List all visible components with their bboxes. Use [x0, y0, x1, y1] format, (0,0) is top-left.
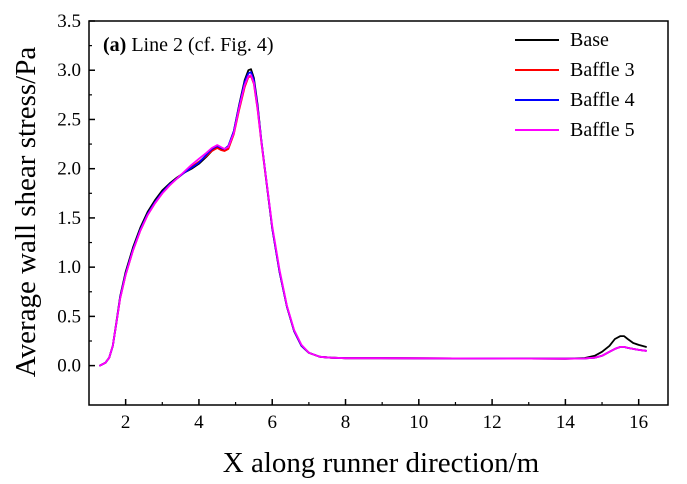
x-tick-label: 12	[483, 412, 502, 433]
x-tick-label: 2	[121, 412, 131, 433]
series-line-baffle-5	[99, 74, 647, 367]
y-tick-label: 3.0	[57, 60, 81, 81]
x-tick-label: 6	[267, 412, 277, 433]
legend: Base Baffle 3 Baffle 4 Baffle 5	[515, 29, 635, 141]
legend-label-base: Base	[570, 29, 609, 51]
legend-label-baffle-4: Baffle 4	[570, 89, 635, 111]
y-tick-label: 2.5	[57, 109, 81, 130]
x-tick-label: 10	[409, 412, 428, 433]
legend-label-baffle-3: Baffle 3	[570, 59, 635, 81]
tick-labels: 2 4 6 8 10 12 14 16 0.0 0.5 1.0 1.5 2.0 2.5 3.0 3.5	[57, 11, 648, 433]
axes-layer	[88, 20, 669, 406]
x-tick-label: 16	[629, 412, 648, 433]
x-axis-title: X along runner direction/m	[223, 447, 540, 479]
y-tick-label: 1.0	[57, 257, 81, 278]
chart-annotation: (a) Line 2 (cf. Fig. 4)	[103, 34, 274, 56]
legend-label-baffle-5: Baffle 5	[570, 119, 635, 141]
annotation-panel-label: (a)	[103, 34, 126, 56]
plot-frame	[88, 20, 669, 406]
series-layer	[99, 68, 647, 367]
series-line-baffle-3	[99, 75, 647, 367]
x-tick-label: 8	[341, 412, 351, 433]
y-tick-label: 1.5	[57, 208, 81, 229]
x-tick-label: 14	[556, 412, 576, 433]
y-tick-label: 0.0	[57, 356, 81, 377]
annotation-text: Line 2 (cf. Fig. 4)	[126, 34, 273, 56]
y-tick-label: 3.5	[57, 11, 81, 32]
y-axis-title: Average wall shear stress/Pa	[10, 47, 42, 378]
series-line-baffle-4	[99, 71, 647, 367]
series-line-base	[99, 68, 647, 367]
x-tick-label: 4	[194, 412, 204, 433]
y-tick-label: 2.0	[57, 159, 81, 180]
y-tick-label: 0.5	[57, 306, 81, 327]
